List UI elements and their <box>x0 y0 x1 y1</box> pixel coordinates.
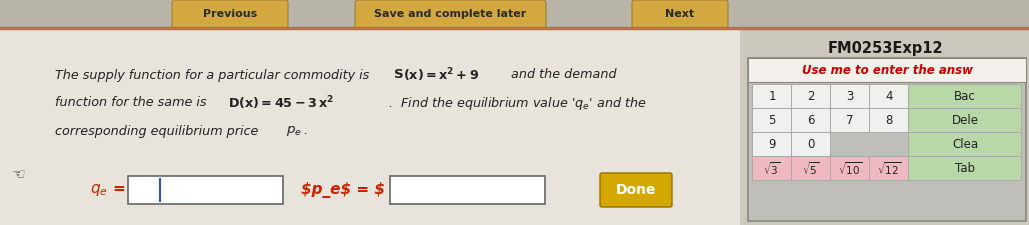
FancyBboxPatch shape <box>632 0 728 28</box>
FancyBboxPatch shape <box>355 0 546 28</box>
Bar <box>748 58 1026 221</box>
FancyBboxPatch shape <box>791 85 830 108</box>
Text: 5: 5 <box>769 114 776 127</box>
Text: The supply function for a particular commodity is: The supply function for a particular com… <box>55 68 378 81</box>
Text: Dele: Dele <box>952 114 979 127</box>
FancyBboxPatch shape <box>791 108 830 133</box>
Text: Tab: Tab <box>955 162 975 175</box>
Text: $p_e$: $p_e$ <box>286 124 301 138</box>
Text: $\sqrt{5}$: $\sqrt{5}$ <box>803 160 820 177</box>
Bar <box>390 176 545 204</box>
FancyBboxPatch shape <box>870 157 909 180</box>
FancyBboxPatch shape <box>791 157 830 180</box>
Text: $\mathbf{S}$: $\mathbf{S}$ <box>393 68 403 81</box>
Text: function for the same is: function for the same is <box>55 97 214 110</box>
Text: $\mathbf{D(x) = 45 - 3\,x^2}$: $\mathbf{D(x) = 45 - 3\,x^2}$ <box>228 94 334 112</box>
Text: .: . <box>303 124 307 137</box>
Text: Clea: Clea <box>952 138 978 151</box>
Text: Next: Next <box>666 9 695 19</box>
Text: $q_e$ =: $q_e$ = <box>90 182 125 198</box>
Text: 4: 4 <box>885 90 893 103</box>
Text: 0: 0 <box>808 138 815 151</box>
Bar <box>0 0 1029 28</box>
Text: ☜: ☜ <box>11 167 25 182</box>
Text: Previous: Previous <box>203 9 257 19</box>
Text: $\sqrt{3}$: $\sqrt{3}$ <box>764 160 781 177</box>
Text: 7: 7 <box>846 114 854 127</box>
FancyBboxPatch shape <box>909 133 1022 157</box>
Text: corresponding equilibrium price: corresponding equilibrium price <box>55 124 262 137</box>
Text: Save and complete later: Save and complete later <box>374 9 526 19</box>
Text: and the demand: and the demand <box>503 68 616 81</box>
FancyBboxPatch shape <box>752 85 791 108</box>
Bar <box>128 176 283 204</box>
Text: Done: Done <box>615 183 657 197</box>
Text: 3: 3 <box>846 90 854 103</box>
Text: $\sqrt{12}$: $\sqrt{12}$ <box>877 160 901 177</box>
Text: Bac: Bac <box>954 90 975 103</box>
Text: 1: 1 <box>769 90 776 103</box>
FancyBboxPatch shape <box>172 0 288 28</box>
FancyBboxPatch shape <box>830 108 870 133</box>
Text: $p_e$ = $: $p_e$ = $ <box>301 182 385 198</box>
Text: $\sqrt{10}$: $\sqrt{10}$ <box>838 160 862 177</box>
Bar <box>748 58 1026 82</box>
FancyBboxPatch shape <box>752 157 791 180</box>
Text: 2: 2 <box>807 90 815 103</box>
FancyBboxPatch shape <box>909 108 1022 133</box>
Text: 9: 9 <box>769 138 776 151</box>
FancyBboxPatch shape <box>830 85 870 108</box>
FancyBboxPatch shape <box>791 133 830 157</box>
FancyBboxPatch shape <box>600 173 672 207</box>
FancyBboxPatch shape <box>909 85 1022 108</box>
Text: $\mathbf{(x) = x^2 + 9}$: $\mathbf{(x) = x^2 + 9}$ <box>403 66 480 84</box>
Bar <box>740 28 1029 225</box>
FancyBboxPatch shape <box>752 108 791 133</box>
Text: 6: 6 <box>807 114 815 127</box>
Text: Use me to enter the answ: Use me to enter the answ <box>802 63 972 76</box>
FancyBboxPatch shape <box>870 85 909 108</box>
Text: 8: 8 <box>885 114 893 127</box>
Text: .  Find the equilibrium value '$q_e$' and the: . Find the equilibrium value '$q_e$' and… <box>388 94 646 112</box>
FancyBboxPatch shape <box>870 108 909 133</box>
Text: FM0253Exp12: FM0253Exp12 <box>827 40 943 56</box>
Bar <box>0 28 740 225</box>
FancyBboxPatch shape <box>909 157 1022 180</box>
FancyBboxPatch shape <box>752 133 791 157</box>
FancyBboxPatch shape <box>830 157 870 180</box>
